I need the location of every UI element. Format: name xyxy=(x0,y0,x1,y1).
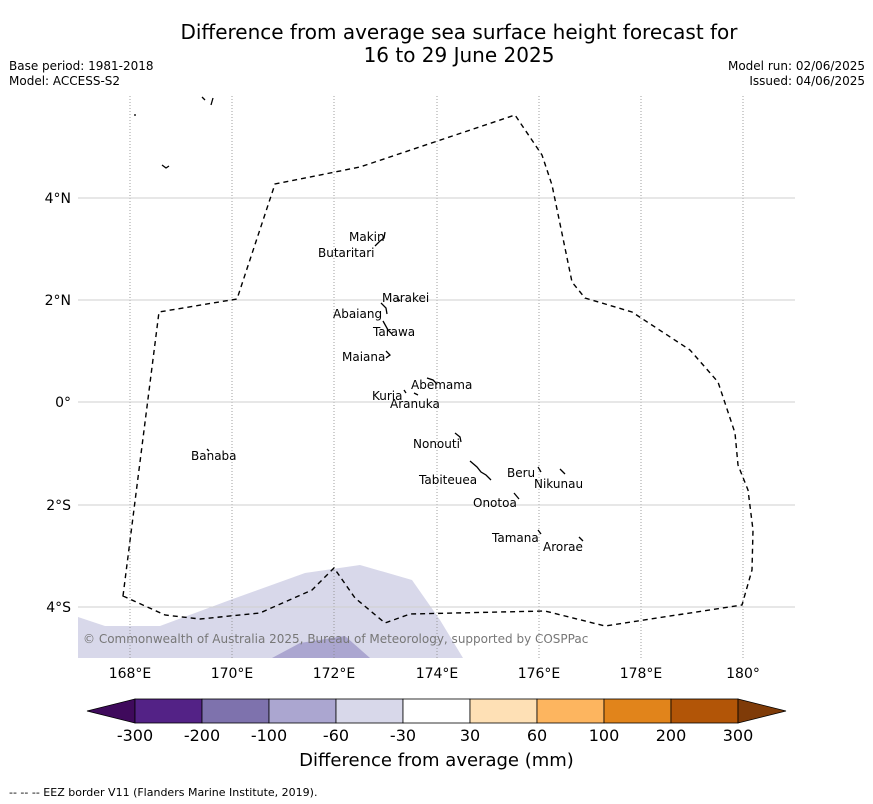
island-label-tabiteuea: Tabiteuea xyxy=(418,473,477,487)
lon-tick-168e: 168°E xyxy=(109,666,152,682)
anomaly-region-medium xyxy=(272,636,370,658)
anomaly-region-light xyxy=(78,565,463,658)
island-label-butaritari: Butaritari xyxy=(318,246,375,260)
island-labels: Makin Butaritari Marakei Abaiang Tarawa … xyxy=(191,230,583,554)
base-period: Base period: 1981-2018 xyxy=(9,59,154,73)
lat-gridlines xyxy=(78,197,795,608)
chart-title: Difference from average sea surface heig… xyxy=(0,21,873,67)
lat-tick-4n: 4°N xyxy=(45,191,71,207)
colorbar-tick-label: -200 xyxy=(184,726,220,745)
lon-tick-178e: 178°E xyxy=(620,666,663,682)
colorbar-tick-labels: -300 -200 -100 -60 -30 30 60 100 200 300 xyxy=(117,726,753,745)
colorbar-tick-label: -300 xyxy=(117,726,153,745)
map: Makin Butaritari Marakei Abaiang Tarawa … xyxy=(45,96,795,682)
colorbar-cell xyxy=(335,698,404,724)
island-label-banaba: Banaba xyxy=(191,449,237,463)
meta-right: Model run: 02/06/2025 Issued: 04/06/2025 xyxy=(728,59,865,89)
lat-tick-0: 0° xyxy=(55,395,71,411)
island-shapes xyxy=(134,96,584,542)
island-label-abaiang: Abaiang xyxy=(333,307,382,321)
island-label-abemama: Abemama xyxy=(411,378,472,392)
colorbar-extend-high xyxy=(737,698,787,724)
colorbar: -300 -200 -100 -60 -30 30 60 100 200 300 xyxy=(86,698,787,745)
issued-date: Issued: 04/06/2025 xyxy=(749,74,865,88)
island-label-tamana: Tamana xyxy=(491,531,539,545)
island-label-arorae: Arorae xyxy=(543,540,583,554)
colorbar-tick-label: -60 xyxy=(323,726,349,745)
colorbar-tick-label: 60 xyxy=(527,726,547,745)
lat-tick-labels: 4°N 2°N 0° 2°S 4°S xyxy=(45,191,72,616)
colorbar-cell xyxy=(201,698,270,724)
colorbar-cell xyxy=(670,698,739,724)
title-line-1: Difference from average sea surface heig… xyxy=(180,20,738,44)
island-label-aranuka: Aranuka xyxy=(390,397,440,411)
colorbar-tick-label: -100 xyxy=(251,726,287,745)
island-label-nonouti: Nonouti xyxy=(413,437,460,451)
island-label-kuria: Kuria xyxy=(372,389,403,403)
island-label-marakei: Marakei xyxy=(382,291,429,305)
island-label-makin: Makin xyxy=(349,230,385,244)
colorbar-extend-low xyxy=(86,698,136,724)
lon-tick-176e: 176°E xyxy=(518,666,561,682)
lon-tick-174e: 174°E xyxy=(416,666,459,682)
colorbar-cell xyxy=(268,698,337,724)
colorbar-tick-label: -30 xyxy=(390,726,416,745)
colorbar-cell xyxy=(536,698,605,724)
colorbar-tick-label: 200 xyxy=(656,726,687,745)
island-label-nikunau: Nikunau xyxy=(534,477,583,491)
eez-border xyxy=(122,114,754,627)
colorbar-cell xyxy=(402,698,471,724)
colorbar-tick-label: 30 xyxy=(460,726,480,745)
title-line-2: 16 to 29 June 2025 xyxy=(363,43,555,67)
colorbar-tick-label: 100 xyxy=(589,726,620,745)
island-label-onotoa: Onotoa xyxy=(473,496,517,510)
eez-footnote: -- -- -- EEZ border V11 (Flanders Marine… xyxy=(9,786,318,799)
colorbar-title: Difference from average (mm) xyxy=(299,750,574,771)
lon-tick-170e: 170°E xyxy=(211,666,254,682)
colorbar-cell xyxy=(134,698,203,724)
lat-tick-4s: 4°S xyxy=(46,600,71,616)
colorbar-cell xyxy=(469,698,538,724)
island-label-beru: Beru xyxy=(507,466,535,480)
colorbar-cells xyxy=(86,698,787,724)
lon-tick-172e: 172°E xyxy=(313,666,356,682)
lat-tick-2n: 2°N xyxy=(45,293,71,309)
model-name: Model: ACCESS-S2 xyxy=(9,74,121,88)
meta-left: Base period: 1981-2018 Model: ACCESS-S2 xyxy=(9,59,154,89)
lon-tick-180: 180° xyxy=(726,666,760,682)
colorbar-cell xyxy=(603,698,672,724)
island-label-tarawa: Tarawa xyxy=(372,325,415,339)
island-label-maiana: Maiana xyxy=(342,350,385,364)
model-run: Model run: 02/06/2025 xyxy=(727,59,865,73)
lat-tick-2s: 2°S xyxy=(46,498,71,514)
colorbar-tick-label: 300 xyxy=(723,726,754,745)
copyright-notice: © Commonwealth of Australia 2025, Bureau… xyxy=(83,632,589,646)
lon-tick-labels: 168°E 170°E 172°E 174°E 176°E 178°E 180° xyxy=(109,666,760,682)
lon-gridlines xyxy=(129,96,744,658)
